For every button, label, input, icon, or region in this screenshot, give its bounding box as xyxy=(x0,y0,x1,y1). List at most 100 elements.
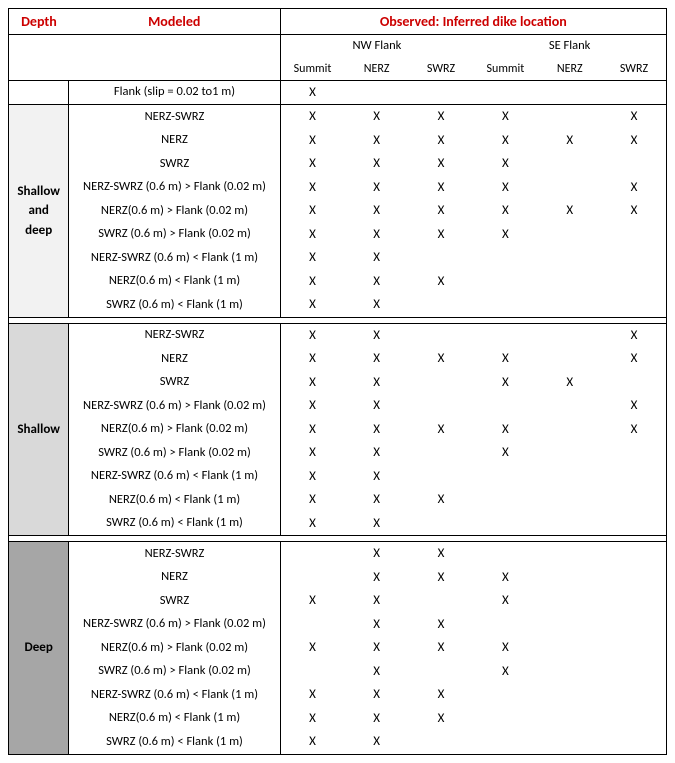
cell xyxy=(344,80,408,105)
table-row: NERZ-SWRZ (0.6 m) > Flank (0.02 m)XXXXX xyxy=(9,176,667,200)
cell: X xyxy=(473,176,537,200)
cell xyxy=(409,323,473,347)
hdr-empty2 xyxy=(9,58,281,81)
hdr-nw-flank: NW Flank xyxy=(280,35,473,58)
cell xyxy=(538,394,602,418)
cell xyxy=(602,730,667,754)
cell: X xyxy=(280,80,344,105)
cell xyxy=(473,613,537,637)
cell xyxy=(538,512,602,536)
cell: X xyxy=(473,566,537,590)
cell xyxy=(538,152,602,176)
cell: X xyxy=(280,441,344,465)
cell: X xyxy=(344,418,408,442)
cell xyxy=(538,246,602,270)
cell: X xyxy=(409,566,473,590)
model-label: NERZ xyxy=(69,347,280,371)
cell: X xyxy=(280,105,344,129)
cell xyxy=(602,441,667,465)
cell: X xyxy=(409,129,473,153)
cell: X xyxy=(280,347,344,371)
cell: X xyxy=(473,660,537,684)
cell xyxy=(280,566,344,590)
cell: X xyxy=(602,176,667,200)
cell: X xyxy=(409,636,473,660)
flank-depth-empty xyxy=(9,80,69,105)
cell xyxy=(538,293,602,317)
model-label: NERZ-SWRZ xyxy=(69,542,280,566)
hdr-nw-nerz: NERZ xyxy=(344,58,408,81)
cell xyxy=(538,105,602,129)
cell xyxy=(538,465,602,489)
cell: X xyxy=(280,730,344,754)
cell: X xyxy=(602,347,667,371)
cell xyxy=(602,707,667,731)
model-label: NERZ-SWRZ xyxy=(69,323,280,347)
model-label: NERZ(0.6 m) > Flank (0.02 m) xyxy=(69,199,280,223)
cell: X xyxy=(409,347,473,371)
table-row: SWRZ (0.6 m) > Flank (0.02 m)XX xyxy=(9,660,667,684)
cell xyxy=(409,246,473,270)
cell: X xyxy=(280,394,344,418)
cell: X xyxy=(344,613,408,637)
model-label: SWRZ xyxy=(69,589,280,613)
hdr-modeled: Modeled xyxy=(69,9,280,35)
cell xyxy=(473,683,537,707)
cell: X xyxy=(409,418,473,442)
cell: X xyxy=(280,683,344,707)
table-row: SWRZXXXX xyxy=(9,371,667,395)
table-row: NERZ-SWRZ (0.6 m) < Flank (1 m)XXX xyxy=(9,683,667,707)
cell xyxy=(602,589,667,613)
cell xyxy=(602,636,667,660)
table-row: NERZ-SWRZ (0.6 m) < Flank (1 m)XX xyxy=(9,246,667,270)
cell: X xyxy=(409,105,473,129)
cell: X xyxy=(344,589,408,613)
cell: X xyxy=(344,636,408,660)
cell: X xyxy=(280,323,344,347)
table-row: NERZ(0.6 m) < Flank (1 m)XXX xyxy=(9,270,667,294)
cell: X xyxy=(344,488,408,512)
table-row: NERZ(0.6 m) > Flank (0.02 m)XXXXX xyxy=(9,418,667,442)
cell: X xyxy=(344,323,408,347)
hdr-se-nerz: NERZ xyxy=(538,58,602,81)
cell xyxy=(473,488,537,512)
model-label: NERZ(0.6 m) < Flank (1 m) xyxy=(69,707,280,731)
cell: X xyxy=(473,223,537,247)
cell: X xyxy=(344,441,408,465)
model-label: NERZ xyxy=(69,129,280,153)
model-label: SWRZ (0.6 m) < Flank (1 m) xyxy=(69,730,280,754)
cell: X xyxy=(280,512,344,536)
hdr-se-flank: SE Flank xyxy=(473,35,666,58)
cell: X xyxy=(409,488,473,512)
table-row: NERZ-SWRZ (0.6 m) > Flank (0.02 m)XXX xyxy=(9,394,667,418)
cell: X xyxy=(602,129,667,153)
cell: X xyxy=(473,589,537,613)
model-label: NERZ-SWRZ (0.6 m) > Flank (0.02 m) xyxy=(69,394,280,418)
cell: X xyxy=(473,152,537,176)
cell xyxy=(409,730,473,754)
cell xyxy=(538,542,602,566)
cell: X xyxy=(344,660,408,684)
cell xyxy=(473,465,537,489)
cell xyxy=(538,223,602,247)
cell xyxy=(473,270,537,294)
table-row: NERZXXXXXX xyxy=(9,129,667,153)
cell: X xyxy=(409,707,473,731)
table-row: SWRZ (0.6 m) < Flank (1 m)XX xyxy=(9,730,667,754)
cell xyxy=(602,613,667,637)
cell xyxy=(538,488,602,512)
cell: X xyxy=(344,270,408,294)
model-label: NERZ-SWRZ xyxy=(69,105,280,129)
cell: X xyxy=(538,371,602,395)
cell: X xyxy=(473,441,537,465)
table-row: SWRZ (0.6 m) < Flank (1 m)XX xyxy=(9,293,667,317)
dike-table: Depth Modeled Observed: Inferred dike lo… xyxy=(8,8,667,755)
cell xyxy=(538,441,602,465)
cell xyxy=(602,270,667,294)
table-row: NERZ-SWRZ (0.6 m) > Flank (0.02 m)XX xyxy=(9,613,667,637)
cell: X xyxy=(409,613,473,637)
cell xyxy=(409,465,473,489)
table-row: SWRZ (0.6 m) > Flank (0.02 m)XXX xyxy=(9,441,667,465)
cell xyxy=(473,730,537,754)
cell: X xyxy=(344,176,408,200)
